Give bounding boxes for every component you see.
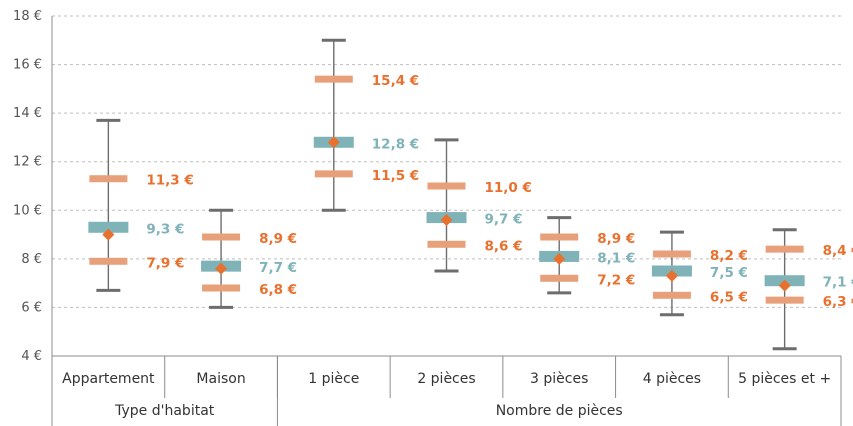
y-tick-label: 10 € — [13, 203, 42, 218]
q3-data-label: 11,0 € — [485, 180, 532, 196]
q1-data-label: 7,9 € — [146, 255, 184, 271]
y-tick-label: 4 € — [21, 349, 42, 364]
q3-bar — [427, 182, 466, 190]
mean-marker — [102, 228, 115, 241]
mean-marker — [665, 269, 678, 282]
mean-marker — [778, 279, 791, 292]
median-data-label: 12,8 € — [372, 136, 419, 152]
y-tick-label: 14 € — [13, 106, 42, 121]
q1-data-label: 11,5 € — [372, 168, 419, 184]
q1-bar — [540, 274, 579, 282]
median-data-label: 7,5 € — [710, 265, 748, 281]
q3-bar — [652, 250, 691, 258]
q1-data-label: 6,5 € — [710, 289, 748, 305]
median-data-label: 7,1 € — [823, 275, 853, 291]
q1-bar — [765, 296, 804, 304]
x-group-label: Nombre de pièces — [496, 403, 623, 419]
q1-data-label: 8,6 € — [485, 238, 523, 254]
x-category-label: 1 pièce — [308, 371, 359, 387]
x-group-label: Type d'habitat — [114, 403, 215, 419]
q3-data-label: 8,9 € — [259, 231, 297, 247]
x-category-label: 4 pièces — [643, 371, 701, 387]
y-tick-label: 18 € — [13, 9, 42, 24]
q3-bar — [540, 233, 579, 241]
q3-bar — [314, 75, 353, 83]
x-category-label: Appartement — [62, 371, 155, 387]
q1-data-label: 6,3 € — [823, 294, 853, 310]
q3-bar — [202, 233, 241, 241]
q1-bar — [202, 284, 241, 292]
y-tick-label: 16 € — [13, 58, 42, 73]
y-tick-label: 12 € — [13, 155, 42, 170]
median-data-label: 9,7 € — [485, 212, 523, 228]
q3-data-label: 11,3 € — [146, 173, 193, 189]
q1-bar — [427, 240, 466, 248]
q1-data-label: 6,8 € — [259, 282, 297, 298]
q1-bar — [89, 257, 128, 265]
q3-data-label: 8,9 € — [597, 231, 635, 247]
median-data-label: 9,3 € — [146, 221, 184, 237]
q3-data-label: 8,2 € — [710, 248, 748, 264]
mean-marker — [553, 252, 566, 265]
q3-data-label: 8,4 € — [823, 243, 853, 259]
mean-marker — [215, 262, 228, 275]
y-tick-label: 8 € — [21, 252, 42, 267]
x-category-label: 5 pièces et + — [738, 371, 831, 387]
mean-marker — [327, 136, 340, 149]
median-data-label: 7,7 € — [259, 260, 297, 276]
median-bar — [88, 221, 129, 233]
q1-bar — [652, 291, 691, 299]
x-category-label: Maison — [196, 371, 245, 387]
q1-bar — [314, 170, 353, 178]
median-data-label: 8,1 € — [597, 250, 635, 266]
mean-marker — [440, 214, 453, 226]
x-category-label: 2 pièces — [417, 371, 475, 387]
q1-data-label: 7,2 € — [597, 272, 635, 288]
q3-data-label: 15,4 € — [372, 73, 419, 89]
x-category-label: 3 pièces — [530, 371, 588, 387]
y-tick-label: 6 € — [21, 300, 42, 315]
q3-bar — [765, 245, 804, 253]
q3-bar — [89, 175, 128, 183]
